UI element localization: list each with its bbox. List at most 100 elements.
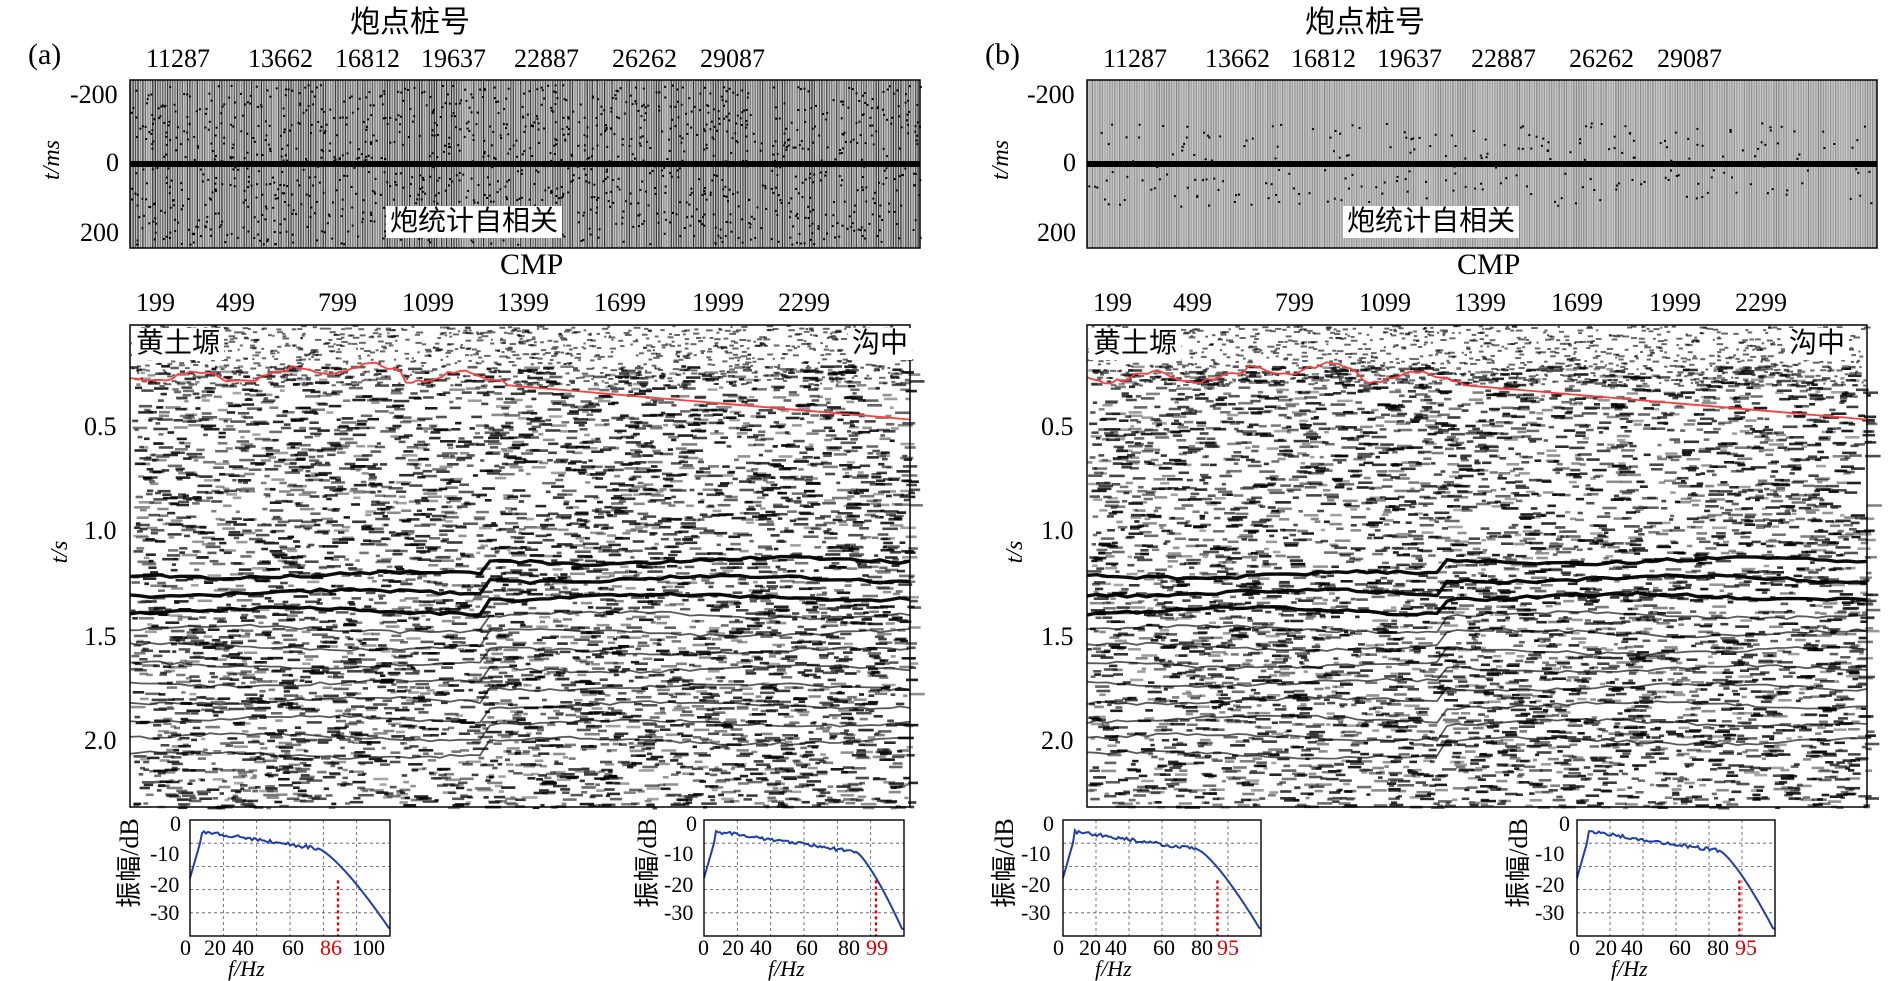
spectrum-ylabel: 振幅/dB (992, 803, 1018, 923)
zero-lag-band (1087, 161, 1877, 167)
cmp-tick: 199 (1093, 290, 1132, 316)
spectrum-ytick: 0 (686, 813, 697, 835)
section-left-label: 黄土塬 (1089, 328, 1181, 360)
shot-tick: 13662 (1205, 46, 1270, 72)
spectrum-ylabel: 振幅/dB (635, 803, 661, 923)
cmp-tick: 1999 (692, 290, 744, 316)
cmp-tick: 199 (136, 290, 175, 316)
spectrum-xtick: 0 (180, 937, 191, 959)
section-ytick: 1.0 (84, 518, 117, 544)
panel-a: (a) 炮点桩号 11287 13662 16812 19637 22887 2… (0, 0, 945, 980)
cmp-axis-title: CMP (500, 250, 563, 280)
spectrum-plot (1063, 820, 1261, 936)
spectrum-ytick: -20 (150, 874, 179, 896)
spectrum-ytick: 0 (1043, 813, 1054, 835)
autocorr-ylabel: t/ms (40, 130, 64, 190)
shot-axis-title: 炮点桩号 (350, 8, 470, 38)
spectrum-xtick: 20 (204, 937, 226, 959)
spectrum-xtick: 0 (1569, 937, 1580, 959)
spectrum-xtick: 80 (1707, 937, 1729, 959)
shot-tick: 22887 (514, 46, 579, 72)
shot-tick: 11287 (1103, 46, 1167, 72)
spectrum-xtick: 60 (282, 937, 304, 959)
spectrum-cutoff-label: 95 (1217, 937, 1239, 959)
autocorr-ytick: 200 (1037, 220, 1076, 246)
spectrum-ytick: -30 (1021, 902, 1050, 924)
autocorr-ytick: 0 (1063, 150, 1076, 176)
spectrum-ytick: 0 (1559, 813, 1570, 835)
shot-axis-title: 炮点桩号 (1305, 8, 1425, 38)
shot-tick: 13662 (248, 46, 313, 72)
section-ylabel: t/s (48, 522, 72, 582)
panel-label: (a) (28, 40, 61, 70)
spectrum-xlabel: f/Hz (768, 958, 805, 980)
autocorr-caption: 炮统计自相关 (386, 206, 562, 238)
spectrum-xtick: 60 (1153, 937, 1175, 959)
cmp-tick: 1399 (1454, 290, 1506, 316)
shot-tick: 29087 (1657, 46, 1722, 72)
spectrum-xtick: 80 (1191, 937, 1213, 959)
spectrum-ytick: -10 (664, 843, 693, 865)
spectrum-plot (1577, 820, 1775, 936)
spectrum-cutoff-label: 95 (1735, 937, 1757, 959)
panel-label: (b) (985, 40, 1020, 70)
shot-tick: 29087 (700, 46, 765, 72)
autocorr-ytick: 0 (106, 150, 119, 176)
cmp-tick: 1699 (1551, 290, 1603, 316)
cmp-tick: 1099 (1359, 290, 1411, 316)
cmp-tick: 799 (1275, 290, 1314, 316)
cmp-tick: 1099 (402, 290, 454, 316)
shot-tick: 19637 (421, 46, 486, 72)
spectrum-cutoff-label: 86 (320, 937, 342, 959)
spectrum-ytick: -10 (1535, 843, 1564, 865)
section-ylabel: t/s (1003, 522, 1027, 582)
spectrum-cutoff-label: 99 (866, 937, 888, 959)
spectrum-ytick: -10 (150, 843, 179, 865)
spectrum-ylabel: 振幅/dB (1506, 803, 1532, 923)
spectrum-xtick: 80 (838, 937, 860, 959)
shot-tick: 16812 (335, 46, 400, 72)
cmp-tick: 1999 (1649, 290, 1701, 316)
cmp-tick: 499 (1173, 290, 1212, 316)
cmp-tick: 499 (216, 290, 255, 316)
shot-tick: 16812 (1291, 46, 1356, 72)
spectrum-xlabel: f/Hz (1095, 958, 1132, 980)
cmp-tick: 1699 (594, 290, 646, 316)
spectrum-xtick: 60 (1669, 937, 1691, 959)
spectrum-ytick: 0 (170, 813, 181, 835)
autocorr-caption: 炮统计自相关 (1343, 206, 1519, 238)
cmp-tick: 799 (318, 290, 357, 316)
cmp-tick: 1399 (497, 290, 549, 316)
shot-tick: 19637 (1377, 46, 1442, 72)
cmp-tick: 2299 (778, 290, 830, 316)
spectrum-ytick: -30 (664, 902, 693, 924)
spectrum-ytick: -30 (1535, 902, 1564, 924)
panel-b: (b) 炮点桩号 11287 13662 16812 19637 22887 2… (945, 0, 1890, 980)
shot-tick: 22887 (1471, 46, 1536, 72)
spectrum-ytick: -10 (1021, 843, 1050, 865)
spectrum-curve (1063, 830, 1261, 929)
shot-tick: 26262 (612, 46, 677, 72)
zero-lag-band (130, 161, 920, 167)
spectrum-xtick: 100 (352, 937, 385, 959)
section-right-label: 沟中 (848, 328, 912, 360)
section-ytick: 1.5 (84, 624, 117, 650)
section-right-label: 沟中 (1785, 328, 1849, 360)
spectrum-ytick: -20 (1535, 874, 1564, 896)
spectrum-xlabel: f/Hz (1611, 958, 1648, 980)
spectrum-ytick: -20 (664, 874, 693, 896)
autocorr-ytick: -200 (70, 82, 118, 108)
spectrum-ytick: -30 (150, 902, 179, 924)
section-ytick: 1.0 (1041, 518, 1074, 544)
shot-tick: 11287 (146, 46, 210, 72)
spectrum-plot (190, 820, 390, 936)
autocorr-ytick: 200 (80, 220, 119, 246)
section-ytick: 2.0 (1041, 728, 1074, 754)
spectrum-xtick: 0 (1053, 937, 1064, 959)
autocorr-ylabel: t/ms (989, 130, 1013, 190)
spectrum-ytick: -20 (1021, 874, 1050, 896)
spectrum-ylabel: 振幅/dB (117, 803, 143, 923)
spectrum-xtick: 0 (698, 937, 709, 959)
section-ytick: 1.5 (1041, 624, 1074, 650)
section-ytick: 0.5 (1041, 414, 1074, 440)
